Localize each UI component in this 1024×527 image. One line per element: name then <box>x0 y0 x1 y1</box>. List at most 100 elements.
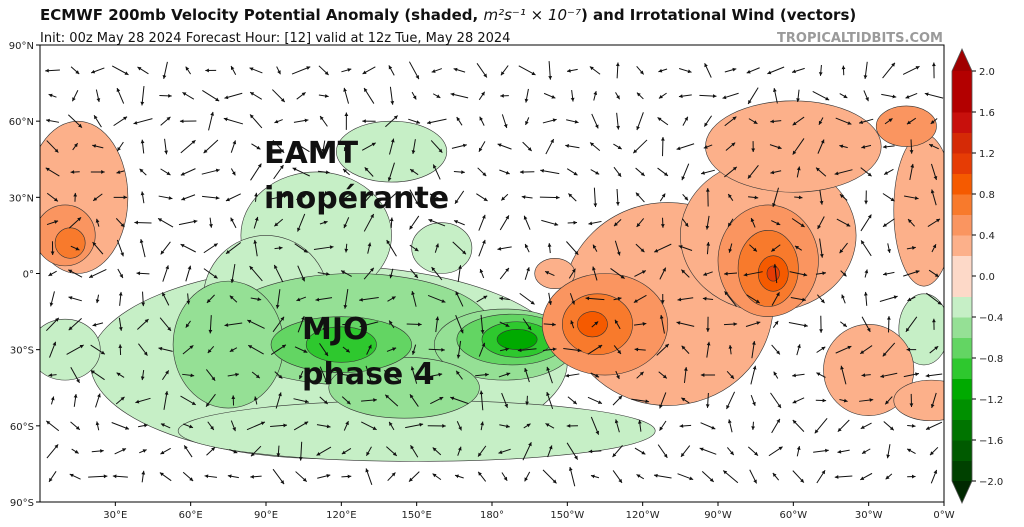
wind-vector <box>499 296 510 301</box>
wind-vector <box>90 170 105 174</box>
wind-vector <box>431 266 443 281</box>
wind-vector <box>539 195 560 200</box>
wind-vector <box>478 91 486 101</box>
wind-vector <box>570 320 575 329</box>
wind-vector <box>498 372 511 378</box>
wind-vector <box>883 168 894 175</box>
wind-vector <box>113 195 128 200</box>
wind-vector <box>727 193 734 201</box>
wind-vector <box>767 66 785 75</box>
wind-vector <box>68 318 82 331</box>
wind-vector <box>293 421 309 431</box>
wind-vector <box>837 449 850 454</box>
wind-vector <box>590 169 600 175</box>
wind-vector <box>253 239 258 257</box>
wind-vector <box>499 424 510 429</box>
wind-vector <box>408 61 420 80</box>
wind-vector <box>159 317 172 332</box>
wind-vector <box>319 343 329 357</box>
wind-vector <box>522 141 533 152</box>
wind-vector <box>476 295 488 303</box>
wind-vector <box>796 344 801 356</box>
wind-vector <box>133 118 153 125</box>
wind-vector <box>705 215 710 230</box>
wind-vector <box>794 195 803 200</box>
x-tick-label: 120°W <box>626 510 660 521</box>
wind-vector <box>141 470 146 483</box>
wind-vector <box>428 218 446 227</box>
wind-vector <box>659 193 666 202</box>
wind-vector <box>430 396 444 405</box>
wind-vector <box>387 472 396 482</box>
wind-vector <box>678 94 692 99</box>
wind-vector <box>118 317 123 331</box>
wind-vector <box>182 471 194 482</box>
colorbar-bin <box>952 173 972 195</box>
colorbar-tick-label: −0.4 <box>979 313 1003 324</box>
wind-vector <box>635 243 645 253</box>
wind-vector <box>792 116 805 126</box>
wind-vector <box>816 294 825 304</box>
wind-vector <box>208 315 213 334</box>
wind-vector <box>48 270 57 277</box>
wind-vector <box>480 314 485 334</box>
wind-vector <box>251 371 261 379</box>
wind-vector <box>791 218 805 228</box>
wind-vector <box>743 271 763 277</box>
wind-vector <box>134 220 152 225</box>
wind-vector <box>769 144 782 150</box>
wind-vector <box>772 187 779 208</box>
wind-vector <box>927 218 941 227</box>
wind-vector <box>140 86 145 106</box>
wind-vector <box>659 314 665 334</box>
wind-vector <box>930 163 938 181</box>
wind-vector <box>593 187 598 208</box>
wind-vector <box>545 138 555 155</box>
wind-vector <box>389 217 394 228</box>
wind-vector <box>111 422 130 430</box>
wind-vector <box>681 269 690 278</box>
wind-vector <box>321 140 326 153</box>
wind-vector <box>388 65 395 76</box>
anomaly-contour <box>172 280 284 409</box>
wind-vector <box>182 344 194 355</box>
wind-vector <box>93 114 102 128</box>
wind-vector <box>924 92 944 99</box>
wind-vector <box>409 215 420 230</box>
wind-vector <box>587 396 603 404</box>
colorbar-bin <box>952 235 972 256</box>
wind-vector <box>70 421 81 431</box>
wind-vector <box>138 423 148 428</box>
wind-vector <box>450 396 469 405</box>
annotations: EAMT inopérante MJO phase 4 <box>264 136 449 392</box>
wind-vector <box>903 372 920 378</box>
wind-vector <box>410 268 419 279</box>
wind-vector <box>789 271 808 277</box>
wind-vector <box>274 246 283 250</box>
wind-vector <box>73 393 78 407</box>
wind-vector <box>659 392 667 409</box>
wind-vector <box>839 242 848 254</box>
wind-vector <box>569 293 575 305</box>
wind-vector <box>49 341 57 358</box>
wind-vector <box>297 316 305 333</box>
wind-vector <box>541 219 559 226</box>
wind-vector <box>633 322 647 326</box>
wind-vector <box>591 321 599 328</box>
wind-vector <box>183 445 193 458</box>
wind-vector <box>703 144 713 149</box>
annotation-line1: MJO <box>302 312 369 347</box>
wind-vector <box>750 217 756 228</box>
wind-vector <box>90 369 105 381</box>
wind-vector <box>181 194 196 201</box>
wind-vector <box>411 290 417 307</box>
wind-vector <box>343 141 349 152</box>
wind-vector <box>270 344 287 355</box>
wind-vector <box>770 170 782 175</box>
wind-vector <box>70 170 80 174</box>
x-tick-label: 150°W <box>550 510 584 521</box>
wind-vector <box>860 422 872 430</box>
wind-vector <box>118 344 123 355</box>
wind-vector <box>88 474 108 479</box>
